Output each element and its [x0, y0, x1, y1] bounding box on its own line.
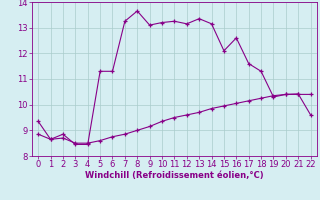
X-axis label: Windchill (Refroidissement éolien,°C): Windchill (Refroidissement éolien,°C): [85, 171, 264, 180]
